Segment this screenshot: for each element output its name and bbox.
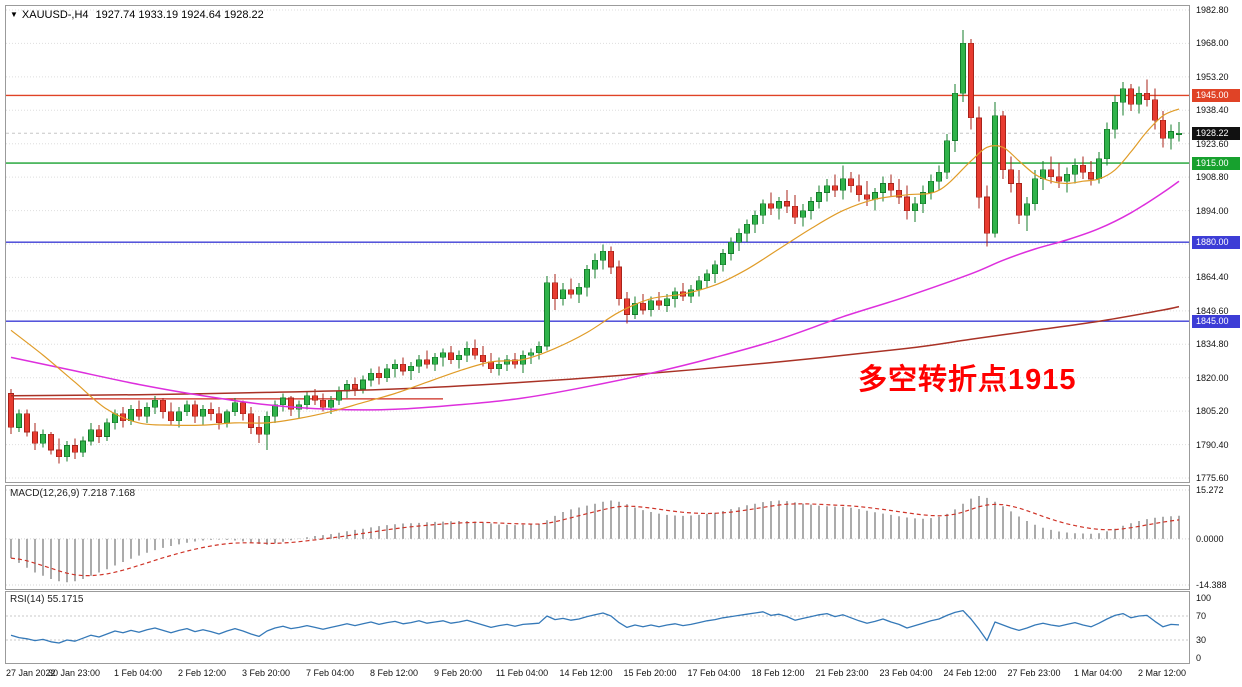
macd-histogram	[10, 496, 1180, 583]
price-label-box: 1945.00	[1192, 89, 1240, 102]
price-label-box: 1880.00	[1192, 236, 1240, 249]
time-axis[interactable]: 27 Jan 2022 30 Jan 23:00 1 Feb 04:00 2 Feb …	[5, 665, 1190, 687]
price-tick-label: 1820.00	[1196, 373, 1229, 383]
rsi-panel: RSI(14) 55.1715	[5, 591, 1190, 664]
time-label: 27 Jan 2022	[6, 668, 56, 678]
time-label: 2 Mar 12:00	[1137, 668, 1187, 678]
macd-axis-label: 0.0000	[1196, 534, 1224, 544]
rsi-axis-label: 100	[1196, 593, 1212, 603]
time-label: 30 Jan 23:00	[47, 668, 101, 678]
rsi-canvas[interactable]	[6, 592, 1189, 663]
macd-panel: MACD(12,26,9) 7.218 7.168	[5, 485, 1190, 590]
time-label: 14 Feb 12:00	[559, 668, 613, 678]
time-label: 3 Feb 20:00	[241, 668, 291, 678]
ma-fast-line	[10, 108, 1180, 426]
price-tick-label: 1775.60	[1196, 473, 1229, 483]
time-label: 15 Feb 20:00	[623, 668, 677, 678]
ma-mid-line	[10, 180, 1180, 411]
rsi-axis-label: 70	[1196, 611, 1207, 621]
macd-axis-label: -14.388	[1196, 580, 1227, 590]
time-label: 1 Mar 04:00	[1073, 668, 1123, 678]
time-label: 8 Feb 12:00	[369, 668, 419, 678]
rsi-axis-label: 30	[1196, 635, 1207, 645]
chart-title: ▼ XAUUSD-,H4 1927.74 1933.19 1924.64 1928.…	[10, 9, 264, 21]
rsi-axis-label: 0	[1196, 653, 1202, 663]
price-label-box: 1928.22	[1192, 127, 1240, 140]
time-label: 1 Feb 04:00	[113, 668, 163, 678]
price-tick-label: 1982.80	[1196, 5, 1229, 15]
ma-slow-line	[10, 305, 1180, 397]
price-tick-label: 1864.40	[1196, 272, 1229, 282]
macd-label: MACD(12,26,9) 7.218 7.168	[10, 488, 136, 499]
ohlc-values: 1927.74 1933.19 1924.64 1928.22	[95, 9, 264, 21]
price-tick-label: 1834.80	[1196, 339, 1229, 349]
collapse-arrow-icon[interactable]: ▼	[10, 10, 18, 19]
time-label: 18 Feb 12:00	[751, 668, 805, 678]
price-tick-label: 1849.60	[1196, 306, 1229, 316]
time-label: 2 Feb 12:00	[177, 668, 227, 678]
time-label: 11 Feb 04:00	[495, 668, 549, 678]
time-label: 9 Feb 20:00	[433, 668, 483, 678]
price-tick-label: 1953.20	[1196, 72, 1229, 82]
rsi-label: RSI(14) 55.1715	[10, 594, 84, 605]
price-tick-label: 1790.40	[1196, 440, 1229, 450]
price-tick-label: 1923.60	[1196, 139, 1229, 149]
price-tick-label: 1805.20	[1196, 406, 1229, 416]
main-chart-canvas[interactable]	[6, 6, 1189, 482]
time-label: 23 Feb 04:00	[879, 668, 933, 678]
annotation-text[interactable]: 多空转折点1915	[858, 364, 1077, 396]
price-tick-label: 1894.00	[1196, 206, 1229, 216]
candles	[8, 29, 1182, 464]
time-label: 21 Feb 23:00	[815, 668, 869, 678]
price-tick-label: 1938.40	[1196, 105, 1229, 115]
time-label: 7 Feb 04:00	[305, 668, 355, 678]
price-label-box: 1915.00	[1192, 157, 1240, 170]
price-axis[interactable]: 1982.80 1968.00 1953.20 1938.40 1923.60 1908.…	[1192, 0, 1242, 687]
price-label-box: 1845.00	[1192, 315, 1240, 328]
price-tick-label: 1908.80	[1196, 172, 1229, 182]
main-chart-panel: ▼ XAUUSD-,H4 1927.74 1933.19 1924.64 1928.…	[5, 5, 1190, 483]
time-label: 24 Feb 12:00	[943, 668, 997, 678]
rsi-line	[10, 609, 1180, 644]
macd-canvas[interactable]	[6, 486, 1189, 589]
time-label: 27 Feb 23:00	[1007, 668, 1061, 678]
macd-axis-label: 15.272	[1196, 485, 1224, 495]
symbol-period-label: XAUUSD-,H4	[21, 9, 89, 21]
time-label: 17 Feb 04:00	[687, 668, 741, 678]
price-tick-label: 1968.00	[1196, 38, 1229, 48]
